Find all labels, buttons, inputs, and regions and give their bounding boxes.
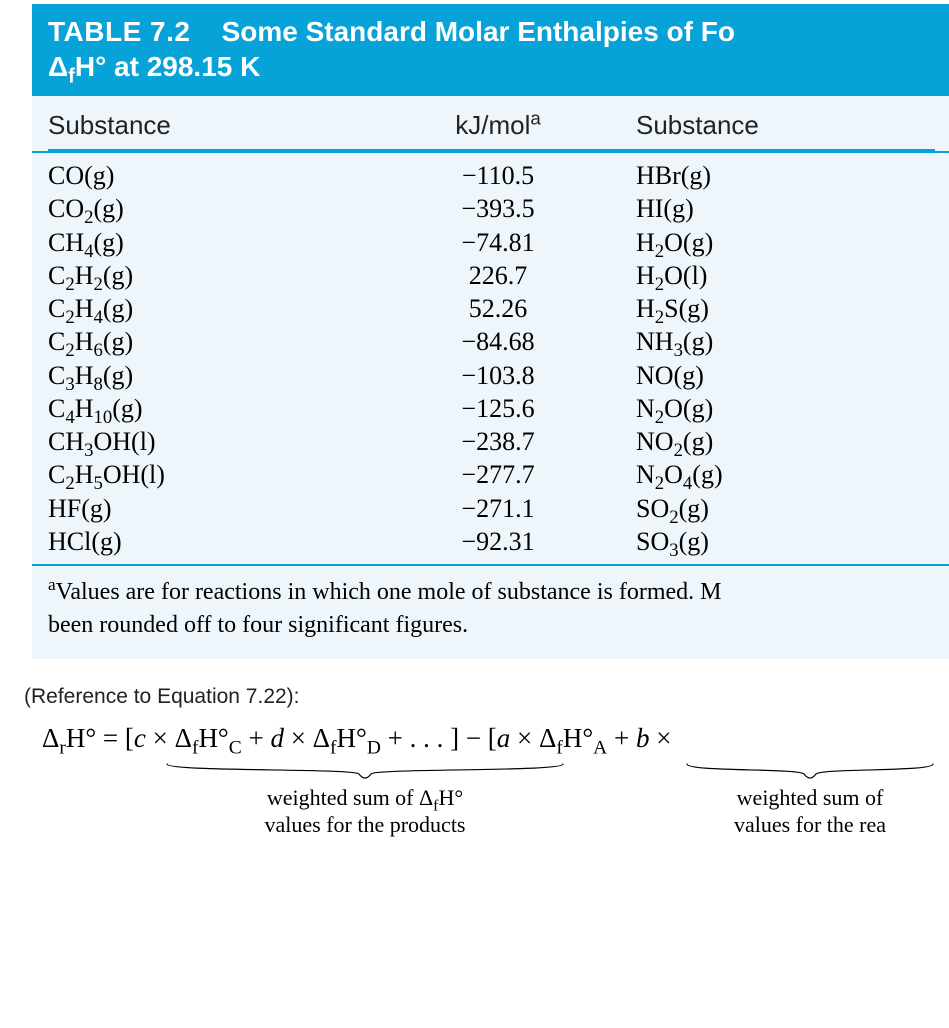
table-row: CO(g)−110.5HBr(g) xyxy=(48,159,949,192)
cell-substance-2: NO2(g) xyxy=(628,425,936,458)
table-column-headers: Substance kJ/mola Substance xyxy=(32,96,949,149)
table-row: C3H8(g)−103.8NO(g) xyxy=(48,359,949,392)
cell-substance-1: HF(g) xyxy=(48,492,368,525)
cell-value: −238.7 xyxy=(368,425,628,458)
cell-value: −271.1 xyxy=(368,492,628,525)
cell-substance-1: C3H8(g) xyxy=(48,359,368,392)
cell-substance-2: H2O(g) xyxy=(628,226,936,259)
table-row: CH4(g)−74.81H2O(g) xyxy=(48,226,949,259)
table-row: C2H4(g)52.26H2S(g) xyxy=(48,292,949,325)
brace-label-line2: values for the rea xyxy=(685,811,935,839)
cell-substance-1: C4H10(g) xyxy=(48,392,368,425)
page: TABLE 7.2 Some Standard Molar Enthalpies… xyxy=(0,4,949,1028)
cell-substance-2: H2O(l) xyxy=(628,259,936,292)
cell-substance-1: C2H2(g) xyxy=(48,259,368,292)
brace-label-line1: weighted sum of xyxy=(685,784,935,812)
cell-substance-2: N2O(g) xyxy=(628,392,936,425)
reference-caption: (Reference to Equation 7.22): xyxy=(24,685,949,709)
table-title: Some Standard Molar Enthalpies of Fo xyxy=(222,16,735,47)
cell-substance-1: C2H5OH(l) xyxy=(48,458,368,491)
cell-substance-1: CH3OH(l) xyxy=(48,425,368,458)
cell-value: −125.6 xyxy=(368,392,628,425)
cell-substance-1: HCl(g) xyxy=(48,525,368,558)
table-footnote: aValues are for reactions in which one m… xyxy=(32,564,949,659)
table-header: TABLE 7.2 Some Standard Molar Enthalpies… xyxy=(32,4,949,96)
table-row: C2H2(g)226.7H2O(l) xyxy=(48,259,949,292)
brace-label-line1: weighted sum of ΔfH° xyxy=(165,784,565,812)
table-row: HF(g)−271.1SO2(g) xyxy=(48,492,949,525)
col-header-value: kJ/mola xyxy=(368,110,628,141)
table-7-2: TABLE 7.2 Some Standard Molar Enthalpies… xyxy=(32,4,949,659)
cell-substance-2: HBr(g) xyxy=(628,159,936,192)
table-row: HCl(g)−92.31SO3(g) xyxy=(48,525,949,558)
table-number: TABLE 7.2 xyxy=(48,16,190,47)
cell-substance-2: SO2(g) xyxy=(628,492,936,525)
cell-substance-1: CO2(g) xyxy=(48,192,368,225)
table-subtitle: ΔfH° at 298.15 K xyxy=(48,51,260,82)
cell-substance-1: C2H6(g) xyxy=(48,325,368,358)
cell-value: −393.5 xyxy=(368,192,628,225)
cell-substance-2: NH3(g) xyxy=(628,325,936,358)
cell-substance-1: CO(g) xyxy=(48,159,368,192)
equation-braces: weighted sum of ΔfH°values for the produ… xyxy=(0,762,949,839)
cell-substance-2: SO3(g) xyxy=(628,525,936,558)
table-row: C2H5OH(l)−277.7N2O4(g) xyxy=(48,458,949,491)
cell-substance-2: NO(g) xyxy=(628,359,936,392)
table-body: CO(g)−110.5HBr(g)CO2(g)−393.5HI(g)CH4(g)… xyxy=(32,151,949,564)
equation-7-22: ΔrH° = [c × ΔfH°C + d × ΔfH°D + . . . ] … xyxy=(42,723,949,754)
cell-substance-2: HI(g) xyxy=(628,192,936,225)
cell-value: −110.5 xyxy=(368,159,628,192)
table-row: C4H10(g)−125.6N2O(g) xyxy=(48,392,949,425)
brace-reactants: weighted sum ofvalues for the rea xyxy=(685,762,935,839)
cell-value: −92.31 xyxy=(368,525,628,558)
cell-substance-2: H2S(g) xyxy=(628,292,936,325)
cell-substance-1: CH4(g) xyxy=(48,226,368,259)
cell-value: −84.68 xyxy=(368,325,628,358)
cell-value: −277.7 xyxy=(368,458,628,491)
table-row: CO2(g)−393.5HI(g) xyxy=(48,192,949,225)
col-header-substance-1: Substance xyxy=(48,110,368,141)
table-row: C2H6(g)−84.68NH3(g) xyxy=(48,325,949,358)
cell-value: 226.7 xyxy=(368,259,628,292)
table-row: CH3OH(l)−238.7NO2(g) xyxy=(48,425,949,458)
brace-icon xyxy=(685,762,935,784)
brace-label-line2: values for the products xyxy=(165,811,565,839)
cell-value: −74.81 xyxy=(368,226,628,259)
cell-substance-2: N2O4(g) xyxy=(628,458,936,491)
col-header-substance-2: Substance xyxy=(628,110,936,141)
brace-products: weighted sum of ΔfH°values for the produ… xyxy=(165,762,565,839)
cell-value: −103.8 xyxy=(368,359,628,392)
brace-icon xyxy=(165,762,565,784)
cell-value: 52.26 xyxy=(368,292,628,325)
cell-substance-1: C2H4(g) xyxy=(48,292,368,325)
